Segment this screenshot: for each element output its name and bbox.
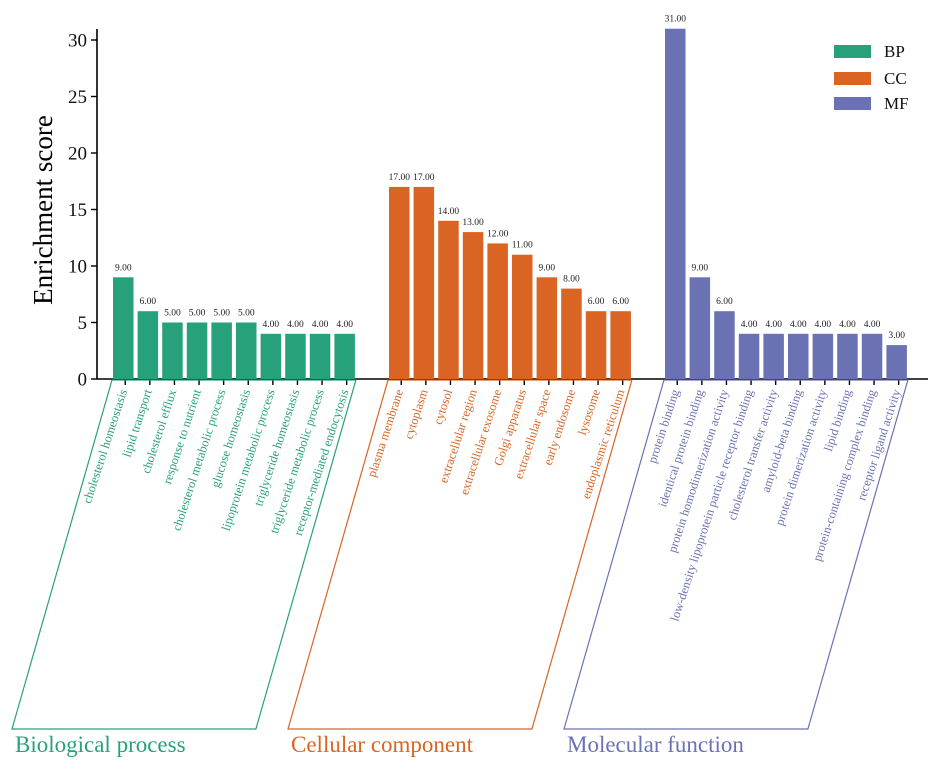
bar-cc [462,232,484,379]
bar-bp [113,277,134,379]
y-tick-label: 10 [68,257,87,278]
bar-cc [610,311,631,379]
value-label: 9.00 [539,263,556,273]
bar-mf [886,345,907,379]
value-label: 6.00 [716,297,733,307]
value-label: 4.00 [263,320,280,330]
bar-mf [738,333,760,379]
value-label: 17.00 [389,173,411,183]
value-label: 9.00 [115,263,132,273]
legend: BP CC MF [834,42,909,113]
bar-mf [837,333,858,379]
bars: 9.00 6.00 5.00 5.00 5.00 5.00 4.00 4.00 4.00 4.00… [113,15,907,379]
legend-label-mf: MF [884,94,909,113]
value-label: 13.00 [462,218,484,228]
bar-mf [689,277,711,379]
bar-mf [788,333,809,379]
value-label: 8.00 [563,275,580,285]
y-axis-label: Enrichment score [28,115,58,305]
value-label: 6.00 [140,297,157,307]
bar-cc [561,288,582,379]
value-label: 4.00 [815,320,832,330]
value-label: 4.00 [741,320,758,330]
value-label: 5.00 [213,309,230,319]
y-tick-label: 30 [68,31,87,52]
category-label: lysosome [575,387,603,437]
bar-bp [285,333,306,379]
bar-mf [763,333,784,379]
bar-bp [334,333,355,379]
legend-swatch-bp [834,45,871,58]
bar-cc [389,186,410,379]
value-label: 17.00 [413,173,435,183]
value-label: 11.00 [512,241,533,251]
group-label-mf: Molecular function [567,732,744,757]
value-label: 5.00 [189,309,206,319]
bar-bp [186,322,208,379]
category-label: cytoplasm [402,387,431,440]
y-tick-label: 5 [78,313,88,334]
bar-cc [438,220,459,379]
y-tick-label: 20 [68,144,87,165]
group-frames: Biological process Cellular component Mole… [11,379,909,757]
legend-label-bp: BP [884,42,905,61]
value-label: 5.00 [238,309,255,319]
value-label: 6.00 [588,297,605,307]
bar-bp [260,333,282,379]
value-label: 6.00 [612,297,629,307]
bar-cc [512,254,533,379]
bar-mf [861,333,883,379]
value-label: 4.00 [765,320,782,330]
group-frame-cc [287,379,633,730]
bar-bp [236,322,257,379]
bar-cc [585,311,607,379]
legend-label-cc: CC [884,69,907,88]
y-tick-label: 15 [68,200,87,221]
bar-cc [487,243,508,379]
bar-cc [536,277,558,379]
bar-bp [309,333,331,379]
value-label: 5.00 [164,309,181,319]
y-tick-label: 25 [68,87,87,108]
value-label: 9.00 [692,263,709,273]
value-label: 4.00 [864,320,881,330]
value-label: 31.00 [665,15,687,25]
bar-bp [162,322,183,379]
bar-bp [137,311,159,379]
category-label: plasma membrane [365,387,407,479]
bar-bp [211,322,232,379]
y-tick-label: 0 [78,370,88,391]
value-label: 14.00 [438,207,460,217]
value-label: 4.00 [839,320,856,330]
value-label: 4.00 [312,320,329,330]
value-label: 4.00 [336,320,353,330]
bar-mf [812,333,834,379]
group-frame-bp [11,379,357,730]
legend-swatch-mf [834,97,871,110]
group-frame-mf [563,379,909,730]
value-label: 4.00 [790,320,807,330]
value-label: 3.00 [888,331,905,341]
legend-swatch-cc [834,72,871,85]
group-label-bp: Biological process [15,732,186,757]
bar-cc [413,186,435,379]
bar-mf [714,311,735,379]
category-label: cytosol [431,387,456,426]
bar-mf [665,28,686,379]
group-label-cc: Cellular component [291,732,474,757]
value-label: 4.00 [287,320,304,330]
value-label: 12.00 [487,229,509,239]
